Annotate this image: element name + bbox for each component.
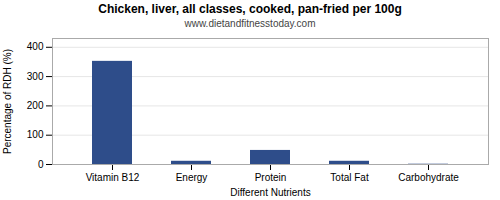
svg-text:Carbohydrate: Carbohydrate: [398, 172, 459, 183]
svg-text:Total Fat: Total Fat: [330, 172, 369, 183]
svg-text:100: 100: [27, 129, 44, 140]
svg-text:Protein: Protein: [255, 172, 287, 183]
svg-text:300: 300: [27, 71, 44, 82]
svg-text:0: 0: [38, 159, 44, 170]
svg-text:400: 400: [27, 41, 44, 52]
html-text:Chicken, liver, all classes, c: Chicken, liver, all classes, cooked, pan…: [98, 2, 402, 16]
svg-text:Vitamin B12: Vitamin B12: [86, 172, 140, 183]
html-text:www.dietandfitnesstoday.com: www.dietandfitnesstoday.com: [184, 18, 316, 29]
svg-text:200: 200: [27, 100, 44, 111]
svg-text:Energy: Energy: [176, 172, 208, 183]
svg-text:Different Nutrients: Different Nutrients: [230, 187, 310, 198]
svg-text:Percentage of RDH (%): Percentage of RDH (%): [2, 49, 13, 154]
